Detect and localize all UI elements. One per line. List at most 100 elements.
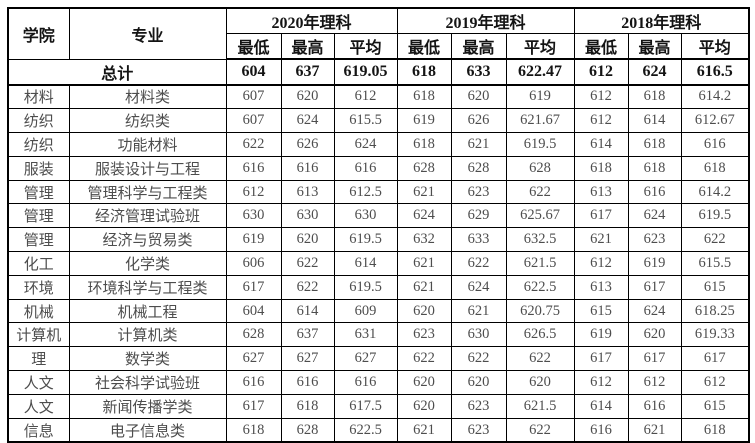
score-cell: 616 (333, 370, 398, 395)
score-cell: 632.5 (505, 227, 575, 253)
score-cell: 614.2 (680, 179, 750, 205)
score-cell: 606 (225, 251, 282, 276)
total-score-cell: 616.5 (680, 58, 750, 86)
score-cell: 623 (396, 322, 452, 348)
total-score-cell: 637 (280, 58, 335, 86)
score-cell: 619.5 (680, 203, 750, 229)
total-score-cell: 604 (225, 58, 282, 86)
score-cell: 612 (573, 251, 629, 276)
score-cell: 624 (280, 108, 335, 134)
major-cell: 管理科学与工程类 (68, 179, 227, 205)
max-header-2019: 最高 (450, 33, 507, 60)
table-row: 纺织 纺织类 607 624 615.5 619 626 621.67 612 614 612.67 (7, 108, 750, 134)
major-cell: 化学类 (68, 251, 227, 276)
score-cell: 616 (627, 179, 682, 205)
major-cell: 环境科学与工程类 (68, 274, 227, 300)
score-cell: 628 (505, 155, 575, 181)
score-cell: 615 (680, 274, 750, 300)
college-cell: 管理 (7, 227, 70, 253)
score-cell: 620 (280, 227, 335, 253)
score-cell: 619 (505, 83, 575, 110)
score-cell: 628 (280, 417, 335, 443)
table-row: 机械 机械工程 604 614 609 620 621 620.75 615 624 618.25 (7, 298, 750, 324)
total-score-cell: 633 (450, 58, 507, 86)
table-row: 服装 服装设计与工程 616 616 616 628 628 628 618 618 618 (7, 155, 750, 181)
table-row: 化工 化学类 606 622 614 621 622 621.5 612 619 615.5 (7, 251, 750, 276)
min-header-2020: 最低 (225, 33, 282, 60)
score-cell: 622 (505, 417, 575, 443)
college-column-header: 学院 (7, 7, 70, 60)
major-cell: 计算机类 (68, 322, 227, 348)
score-cell: 626 (450, 108, 507, 134)
score-cell: 621 (396, 274, 452, 300)
total-score-cell: 624 (627, 58, 682, 86)
score-cell: 620 (627, 322, 682, 348)
score-cell: 633 (450, 227, 507, 253)
score-cell: 624 (627, 203, 682, 229)
score-cell: 623 (450, 179, 507, 205)
score-cell: 621 (396, 179, 452, 205)
score-cell: 607 (225, 83, 282, 110)
total-score-cell: 612 (573, 58, 629, 86)
college-cell: 纺织 (7, 132, 70, 157)
year-2018-header: 2018年理科 (573, 7, 750, 34)
table-body: 总计 604 637 619.05 618 633 622.47 612 624… (7, 58, 750, 443)
college-cell: 纺织 (7, 108, 70, 134)
score-cell: 626 (280, 132, 335, 157)
score-cell: 618 (396, 132, 452, 157)
score-cell: 620 (396, 298, 452, 324)
score-cell: 612 (573, 108, 629, 134)
major-cell: 功能材料 (68, 132, 227, 157)
score-cell: 632 (396, 227, 452, 253)
score-cell: 630 (225, 203, 282, 229)
score-cell: 616 (225, 155, 282, 181)
score-cell: 622 (505, 346, 575, 372)
table-row: 管理 经济与贸易类 619 620 619.5 632 633 632.5 621 623 622 (7, 227, 750, 253)
score-cell: 607 (225, 108, 282, 134)
score-cell: 617.5 (333, 393, 398, 419)
total-label-cell: 总计 (7, 58, 227, 86)
table-row: 信息 电子信息类 618 628 622.5 621 623 622 616 621 618 (7, 417, 750, 443)
score-cell: 618.25 (680, 298, 750, 324)
score-cell: 618 (627, 132, 682, 157)
score-cell: 614 (627, 108, 682, 134)
major-cell: 电子信息类 (68, 417, 227, 443)
score-cell: 612 (225, 179, 282, 205)
score-cell: 615.5 (333, 108, 398, 134)
score-cell: 617 (680, 346, 750, 372)
score-cell: 637 (280, 322, 335, 348)
major-cell: 材料类 (68, 83, 227, 110)
major-cell: 纺织类 (68, 108, 227, 134)
score-cell: 613 (573, 179, 629, 205)
major-cell: 新闻传播学类 (68, 393, 227, 419)
score-cell: 616 (280, 370, 335, 395)
score-cell: 619.5 (505, 132, 575, 157)
score-cell: 630 (280, 203, 335, 229)
score-cell: 615.5 (680, 251, 750, 276)
table-row: 管理 经济管理试验班 630 630 630 624 629 625.67 617 624 619.… (7, 203, 750, 229)
college-cell: 机械 (7, 298, 70, 324)
min-header-2018: 最低 (573, 33, 629, 60)
score-cell: 629 (450, 203, 507, 229)
score-cell: 628 (450, 155, 507, 181)
score-cell: 624 (627, 298, 682, 324)
score-cell: 625.67 (505, 203, 575, 229)
score-cell: 616 (680, 132, 750, 157)
table-row: 环境 环境科学与工程类 617 622 619.5 621 624 622.5 613 617 61… (7, 274, 750, 300)
table-row: 材料 材料类 607 620 612 618 620 619 612 618 614.2 (7, 83, 750, 110)
score-cell: 622.5 (505, 274, 575, 300)
avg-header-2018: 平均 (680, 33, 750, 60)
college-cell: 管理 (7, 203, 70, 229)
admission-scores-table: 学院 专业 2020年理科 2019年理科 2018年理科 最低 最高 平均 最… (7, 7, 751, 443)
score-cell: 622 (450, 346, 507, 372)
score-cell: 617 (573, 203, 629, 229)
score-cell: 622.5 (333, 417, 398, 443)
college-cell: 信息 (7, 417, 70, 443)
score-cell: 618 (225, 417, 282, 443)
score-cell: 613 (573, 274, 629, 300)
score-cell: 621 (396, 417, 452, 443)
score-cell: 614 (280, 298, 335, 324)
score-cell: 614 (573, 393, 629, 419)
score-cell: 614 (573, 132, 629, 157)
